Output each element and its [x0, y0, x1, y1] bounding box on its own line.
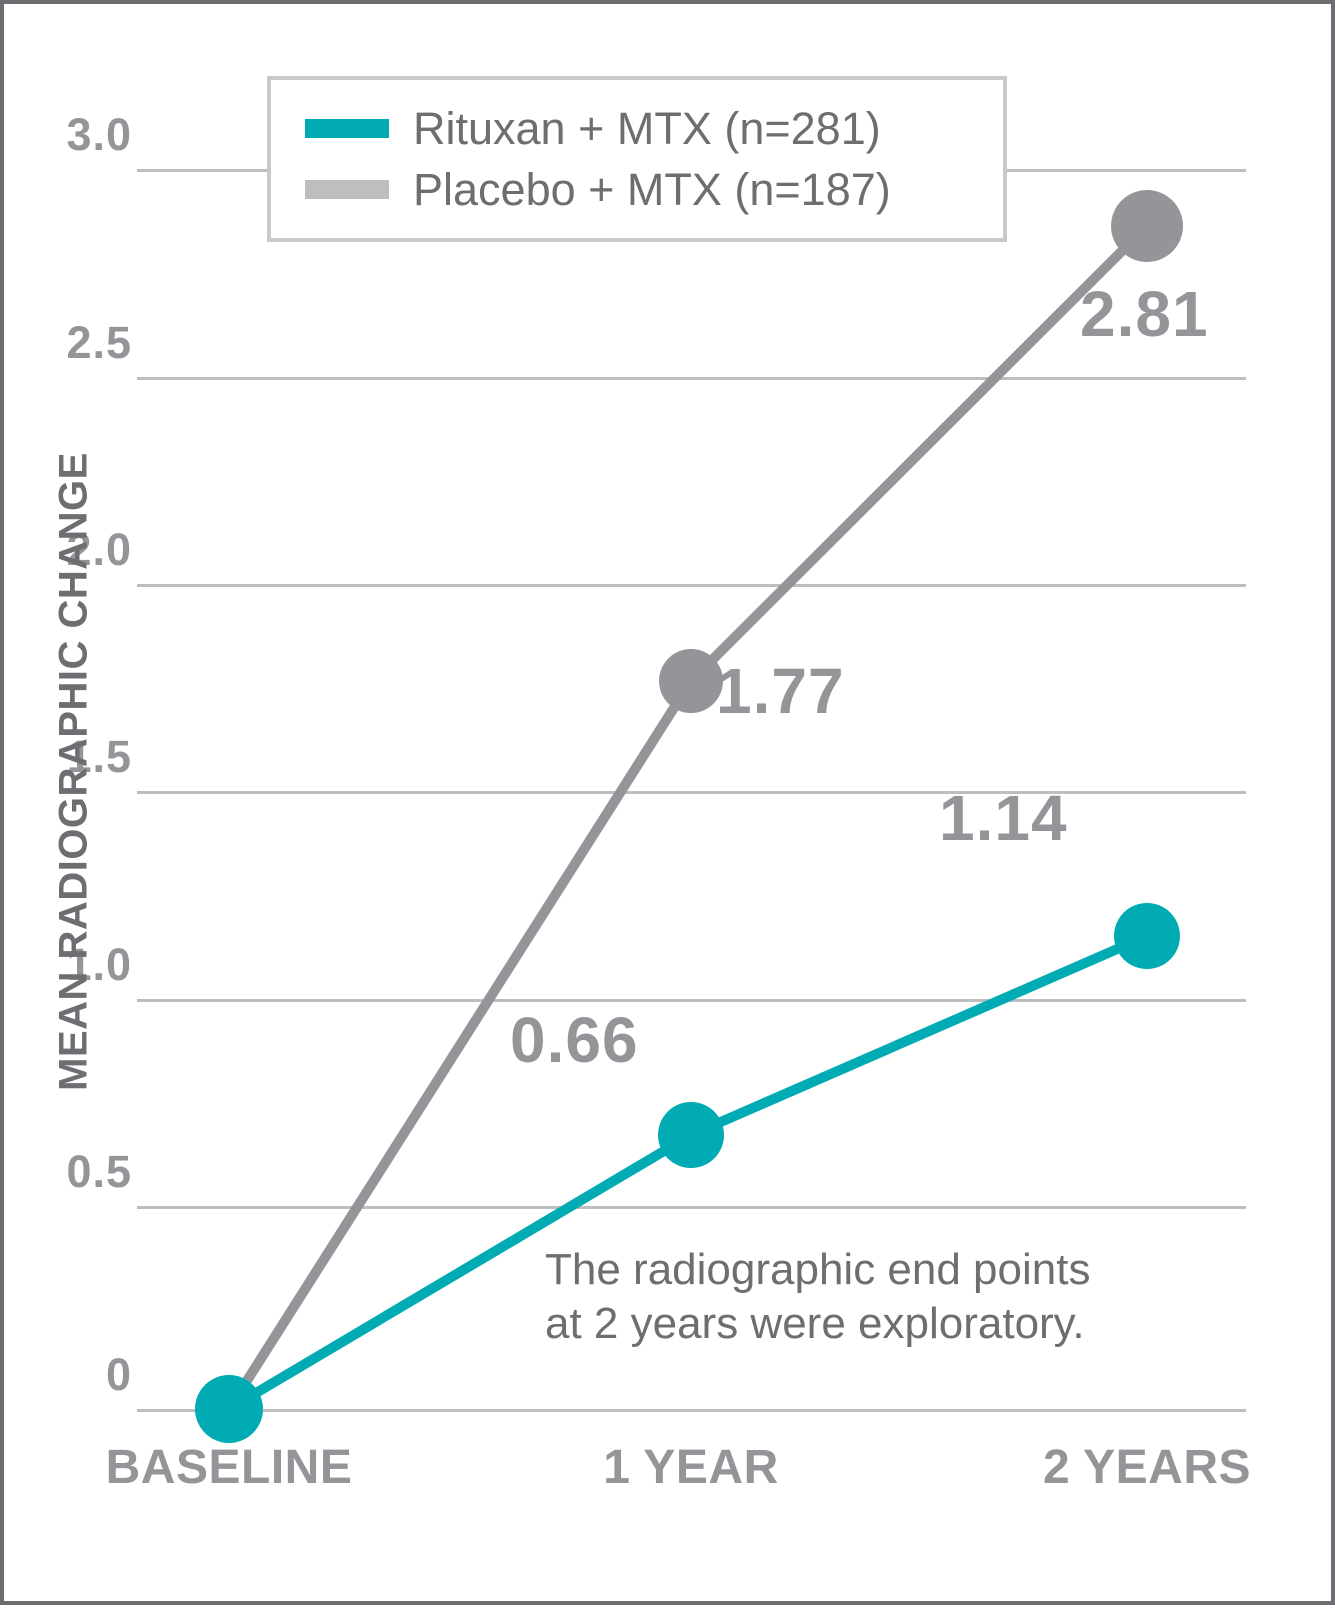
- x-tick-2-years: 2 YEARS: [1042, 1441, 1252, 1494]
- rituxan-point-1year: [658, 1102, 724, 1168]
- legend-label-placebo: Placebo + MTX (n=187): [413, 164, 891, 215]
- gridline-0: [137, 1409, 1246, 1412]
- chart-annotation: The radiographic end points at 2 years we…: [545, 1243, 1225, 1350]
- gridline-2-5: [137, 377, 1246, 380]
- legend-label-rituxan: Rituxan + MTX (n=281): [413, 103, 881, 154]
- legend-item-rituxan: Rituxan + MTX (n=281): [305, 98, 1003, 159]
- gridline-0-5: [137, 1206, 1246, 1209]
- y-tick-2-5: 2.5: [66, 317, 132, 368]
- x-tick-1-year: 1 YEAR: [603, 1441, 779, 1494]
- legend-swatch-rituxan-icon: [305, 119, 389, 138]
- placebo-point-1year: [659, 649, 723, 713]
- y-tick-0: 0: [105, 1349, 132, 1400]
- y-tick-3-0: 3.0: [66, 109, 132, 160]
- x-tick-baseline: BASELINE: [105, 1441, 353, 1494]
- series-canvas: [195, 190, 1183, 1443]
- value-label-rituxan-2years: 1.14: [939, 782, 1068, 854]
- y-tick-1-0: 1.0: [66, 939, 132, 990]
- legend-item-placebo: Placebo + MTX (n=187): [305, 159, 1003, 220]
- plot-area: 3.0 2.5 2.0 1.5 1.0 0.5 0 MEAN RADIOGRAP…: [4, 4, 1335, 1609]
- value-label-rituxan-1year: 0.66: [510, 1004, 639, 1076]
- y-tick-1-5: 1.5: [66, 731, 132, 782]
- placebo-point-2years: [1111, 190, 1183, 262]
- rituxan-point-2years: [1114, 903, 1180, 969]
- y-axis-title: MEAN RADIOGRAPHIC CHANGE: [51, 452, 96, 1091]
- annotation-line-2: at 2 years were exploratory.: [545, 1298, 1085, 1348]
- legend-swatch-placebo-icon: [305, 180, 389, 199]
- value-label-placebo-2years: 2.81: [1080, 278, 1209, 350]
- y-tick-0-5: 0.5: [66, 1146, 132, 1197]
- gridline-2-0: [137, 584, 1246, 587]
- y-axis-tick-labels: 3.0 2.5 2.0 1.5 1.0 0.5 0: [34, 4, 132, 1609]
- gridline-1-0: [137, 999, 1246, 1002]
- chart-legend: Rituxan + MTX (n=281) Placebo + MTX (n=1…: [267, 76, 1007, 242]
- value-label-placebo-1year: 1.77: [716, 655, 845, 727]
- annotation-line-1: The radiographic end points: [545, 1245, 1091, 1294]
- gridline-1-5: [137, 791, 1246, 794]
- y-tick-2-0: 2.0: [66, 524, 132, 575]
